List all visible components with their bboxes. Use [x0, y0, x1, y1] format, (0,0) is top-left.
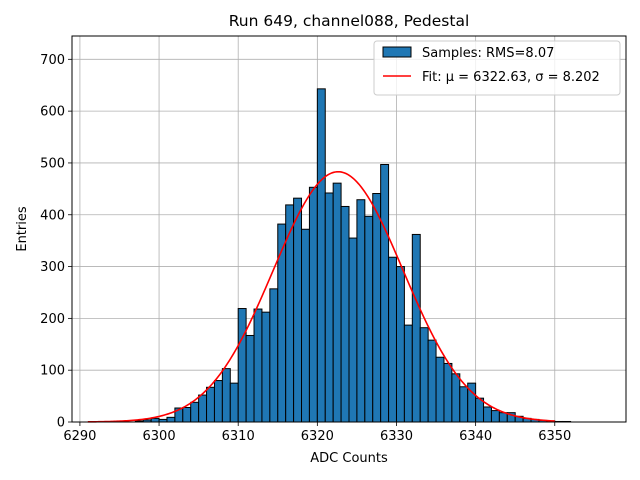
histogram-bar	[443, 362, 453, 423]
histogram-bar	[490, 410, 500, 423]
histogram-bar	[237, 308, 247, 423]
histogram-bar	[348, 237, 358, 423]
plot-frame	[71, 35, 627, 423]
histogram-bar	[324, 192, 334, 423]
legend-label-samples: Samples: RMS=8.07	[422, 46, 554, 61]
x-axis-ticks: 6290 6300 6310 6320 6330 6340 6350	[63, 422, 571, 444]
y-tick-label: 0	[57, 416, 65, 431]
y-tick-label: 400	[40, 208, 65, 223]
histogram-bar	[308, 186, 318, 423]
histogram-bar	[293, 197, 303, 423]
y-tick-label: 100	[40, 364, 65, 379]
chart-title: Run 649, channel088, Pedestal	[229, 12, 470, 30]
legend-swatch-samples	[382, 46, 412, 58]
histogram-bar	[403, 324, 413, 423]
histogram-bar	[372, 193, 382, 423]
legend-label-fit: Fit: μ = 6322.63, σ = 8.202	[422, 70, 600, 85]
histogram-bar	[229, 382, 239, 423]
histogram-bar	[427, 339, 437, 423]
histogram-bar	[206, 386, 215, 423]
legend-box	[373, 40, 621, 96]
x-tick-label: 6350	[538, 429, 571, 444]
histogram-bar	[380, 163, 390, 423]
histogram-bar	[245, 334, 255, 423]
histogram-bar	[340, 205, 350, 423]
histogram-bar	[277, 223, 287, 423]
histogram-bar	[166, 416, 176, 423]
x-axis-label: ADC Counts	[310, 451, 388, 466]
fit-curve	[87, 170, 555, 423]
histogram-bar	[269, 288, 279, 423]
histogram-bar	[388, 256, 397, 423]
y-tick-label: 700	[40, 53, 65, 68]
histogram-bar	[253, 308, 263, 423]
y-tick-label: 300	[40, 260, 65, 275]
histogram-bar	[198, 394, 208, 423]
histogram-bar	[150, 417, 160, 423]
y-tick-label: 500	[40, 156, 65, 171]
histogram-bar	[332, 182, 342, 423]
y-tick-label: 200	[40, 312, 65, 327]
histogram-bar	[395, 266, 405, 423]
histogram-bar	[182, 406, 192, 423]
histogram-bar	[364, 215, 374, 423]
histogram-bar	[356, 199, 366, 423]
x-tick-label: 6330	[380, 429, 413, 444]
histogram-bar	[221, 368, 231, 423]
histogram-bar	[435, 356, 445, 423]
x-tick-label: 6340	[459, 429, 492, 444]
x-tick-label: 6320	[301, 429, 334, 444]
histogram-bar	[190, 401, 200, 423]
histogram-bar	[301, 228, 310, 423]
histogram-bar	[498, 412, 508, 423]
histogram-bar	[459, 386, 469, 423]
y-axis-ticks: 0 100 200 300 400 500 600 700	[40, 53, 72, 431]
x-tick-label: 6290	[63, 429, 96, 444]
legend: Samples: RMS=8.07 Fit: μ = 6322.63, σ = …	[373, 40, 621, 96]
histogram-bar	[411, 233, 421, 423]
histogram-bar	[316, 88, 326, 423]
histogram-bar	[419, 327, 429, 423]
x-tick-label: 6310	[222, 429, 255, 444]
histogram-bars	[134, 88, 572, 423]
histogram-bar	[261, 311, 271, 423]
y-axis-label: Entries	[15, 206, 30, 252]
histogram-bar	[483, 406, 492, 423]
y-tick-label: 600	[40, 105, 65, 120]
grid	[72, 36, 626, 423]
x-tick-label: 6300	[143, 429, 176, 444]
histogram-bar	[451, 373, 461, 423]
histogram-bar	[213, 380, 223, 423]
